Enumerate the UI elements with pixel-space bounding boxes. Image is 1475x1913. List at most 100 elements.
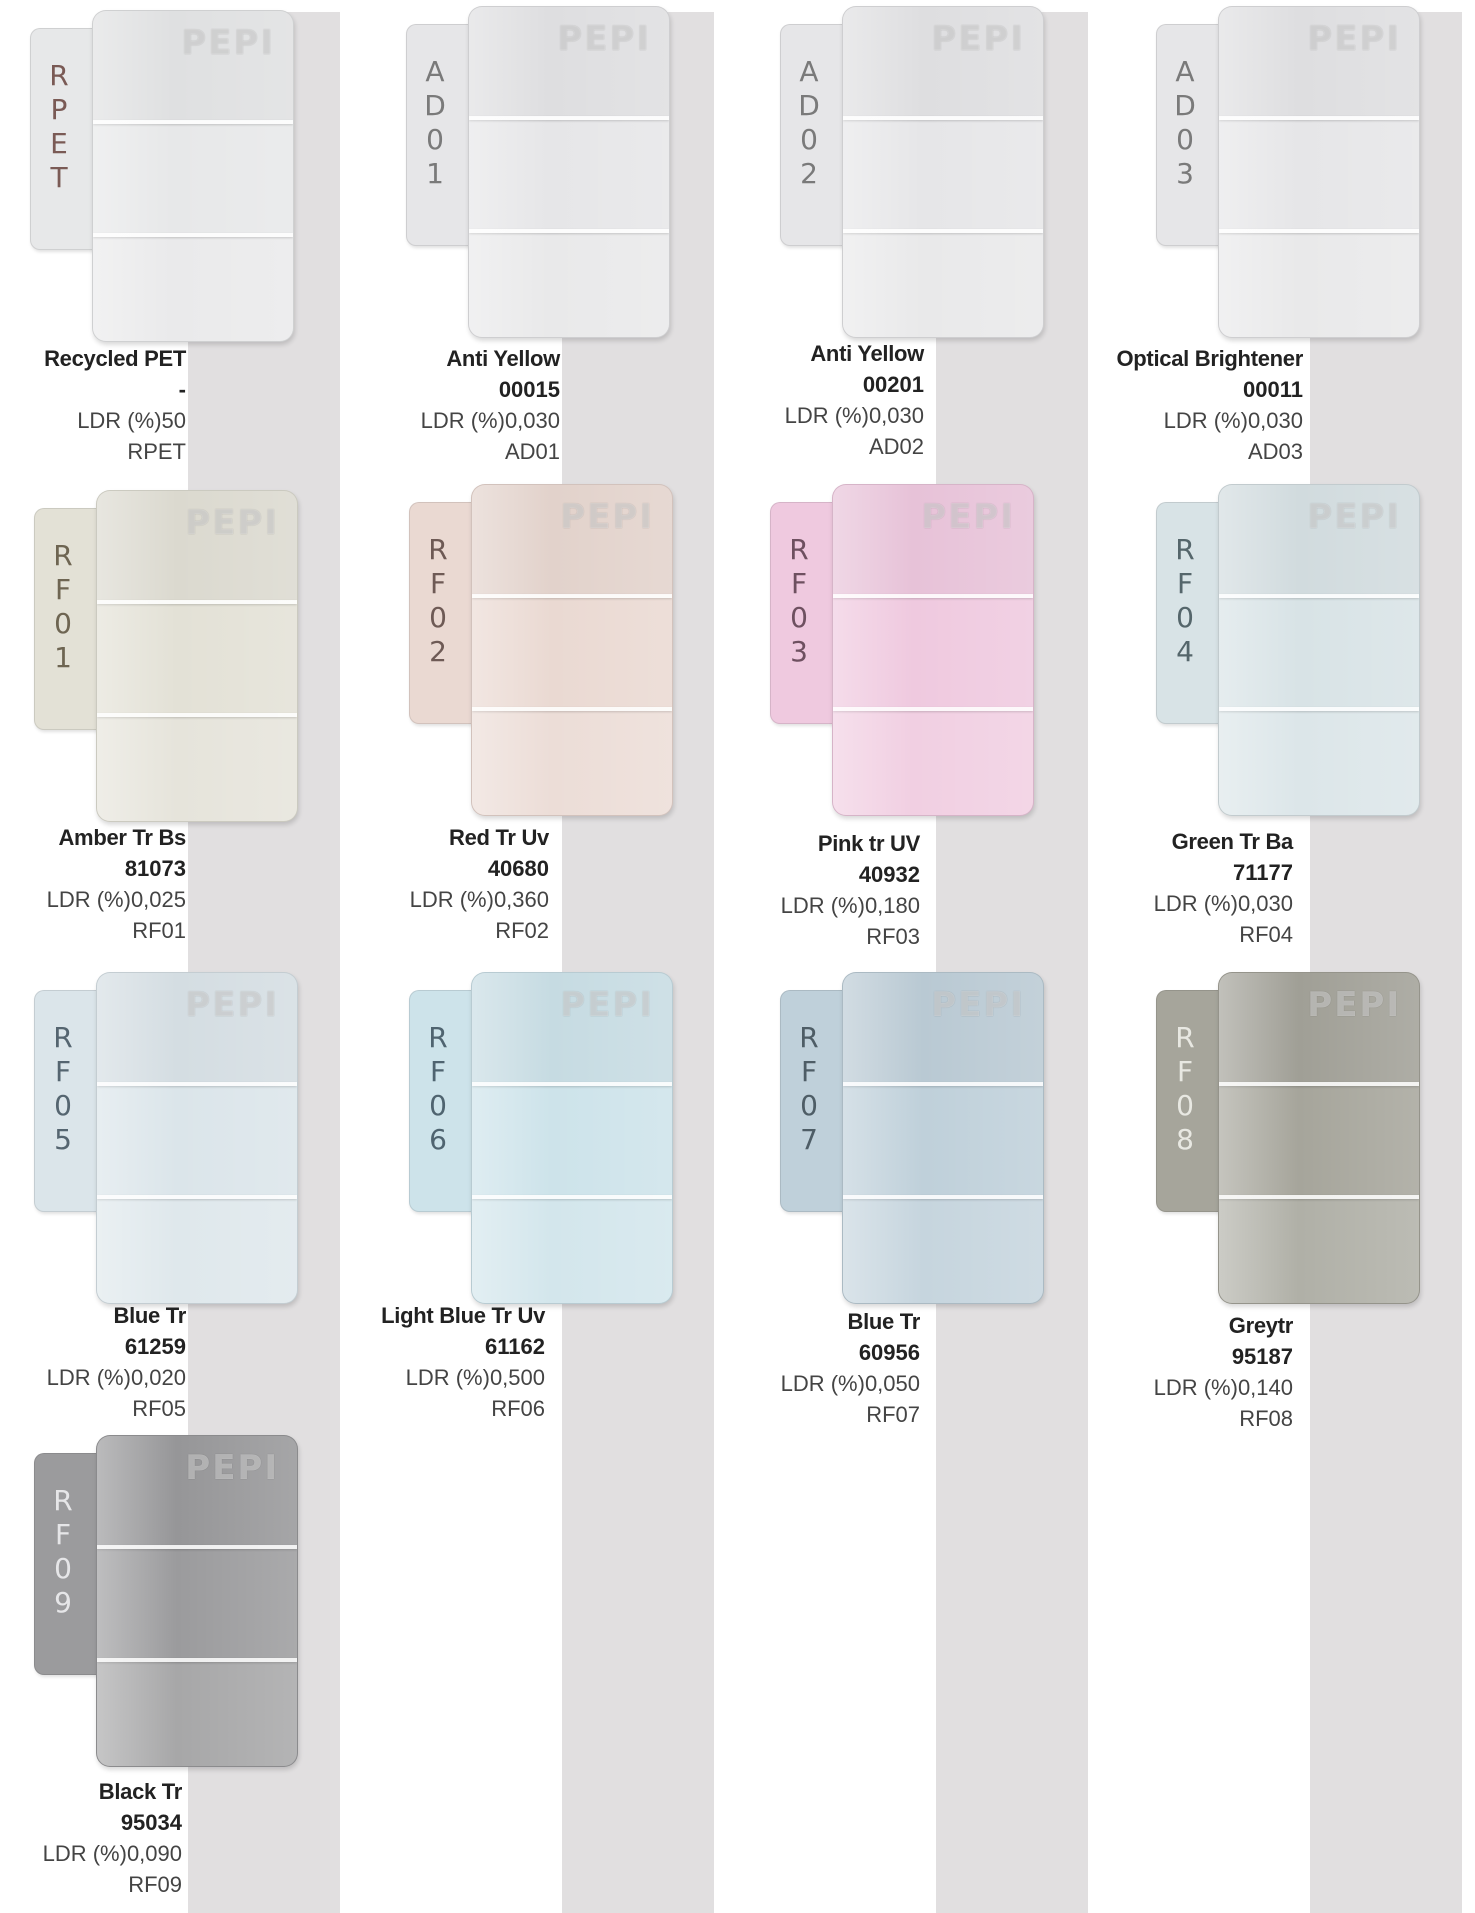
step-ridge: [1219, 1195, 1419, 1199]
sample-reference: RF09: [128, 1872, 182, 1897]
step-ridge: [843, 229, 1043, 233]
tab-letter: D: [1174, 89, 1196, 122]
plaque-sheen: [97, 491, 297, 821]
plaque-sheen: [472, 485, 672, 815]
sample-plaque: PEPI: [96, 490, 298, 822]
sample-ldr: LDR (%)0,360: [409, 887, 549, 912]
sample-reference: RF07: [866, 1402, 920, 1427]
tab-letter: 1: [54, 641, 72, 674]
tab-letter: 0: [800, 1089, 818, 1122]
step-ridge: [472, 1082, 672, 1086]
sample-plaque: PEPI: [1218, 6, 1420, 338]
plaque-sheen: [97, 973, 297, 1303]
tab-letter: F: [429, 567, 447, 600]
sample-swatch: A D 0 3 PEPI: [1156, 6, 1426, 341]
step-ridge: [97, 1545, 297, 1549]
sample-swatch: R P E T PEPI: [30, 10, 300, 345]
sample-caption: Greytr 95187 LDR (%)0,140 RF08: [1080, 1310, 1294, 1434]
tab-letter: 0: [54, 607, 72, 640]
tab-letter: 0: [1176, 1089, 1194, 1122]
sample-reference: RPET: [127, 439, 186, 464]
sample-code: 60956: [858, 1340, 920, 1365]
sample-name: Green Tr Ba: [1171, 829, 1294, 854]
sample-plaque: PEPI: [468, 6, 670, 338]
thickness-step: [97, 1199, 297, 1303]
plaque-sheen: [1219, 973, 1419, 1303]
sample-swatch: R F 0 1 PEPI: [34, 490, 304, 825]
tab-letter: 0: [54, 1089, 72, 1122]
step-ridge: [469, 229, 669, 233]
sample-swatch: R F 0 4 PEPI: [1156, 484, 1426, 819]
plaque-sheen: [469, 7, 669, 337]
pepi-logo-emboss: PEPI: [557, 19, 651, 59]
tab-letter: A: [1175, 55, 1195, 88]
sample-name: Amber Tr Bs: [58, 825, 186, 850]
tab-letter: 0: [1176, 123, 1194, 156]
sample-name: Pink tr UV: [817, 831, 920, 856]
tab-letter: 3: [1176, 157, 1194, 190]
sample-plaque: PEPI: [96, 1435, 298, 1767]
sample-ldr: LDR (%)0,030: [1153, 891, 1293, 916]
sample-ldr: LDR (%)0,020: [46, 1365, 186, 1390]
sample-ldr: LDR (%)0,030: [784, 403, 924, 428]
step-ridge: [472, 1195, 672, 1199]
sample-reference: RF02: [495, 918, 549, 943]
sample-reference: RF08: [1239, 1406, 1293, 1431]
tab-letter: 6: [429, 1123, 447, 1156]
sample-plaque: PEPI: [92, 10, 294, 342]
sample-ldr: LDR (%)0,140: [1153, 1375, 1293, 1400]
pepi-logo-emboss: PEPI: [185, 985, 279, 1025]
step-ridge: [833, 594, 1033, 598]
thickness-step: [1219, 711, 1419, 815]
thickness-step: [833, 711, 1033, 815]
tab-letter: 7: [800, 1123, 818, 1156]
sample-plaque: PEPI: [471, 972, 673, 1304]
pepi-logo-emboss: PEPI: [1307, 19, 1401, 59]
tab-letter: R: [53, 539, 73, 572]
pepi-logo-emboss: PEPI: [931, 19, 1025, 59]
plaque-sheen: [93, 11, 293, 341]
thickness-step: [469, 233, 669, 337]
tab-letter: P: [50, 93, 68, 126]
sample-plaque: PEPI: [1218, 484, 1420, 816]
sample-code: 40680: [487, 856, 549, 881]
sample-ldr: LDR (%)0,500: [405, 1365, 545, 1390]
sample-ldr: LDR (%)0,030: [420, 408, 560, 433]
sample-ldr: LDR (%)0,050: [780, 1371, 920, 1396]
tab-letter: 4: [1176, 635, 1194, 668]
tab-letter: D: [798, 89, 820, 122]
pepi-logo-emboss: PEPI: [560, 985, 654, 1025]
step-ridge: [469, 116, 669, 120]
sample-name: Greytr: [1228, 1313, 1294, 1338]
sample-plaque: PEPI: [471, 484, 673, 816]
step-ridge: [1219, 594, 1419, 598]
tab-letter: A: [425, 55, 445, 88]
plaque-sheen: [97, 1436, 297, 1766]
sample-plaque: PEPI: [1218, 972, 1420, 1304]
sample-plaque: PEPI: [96, 972, 298, 1304]
pepi-logo-emboss: PEPI: [1307, 497, 1401, 537]
sample-swatch: R F 0 8 PEPI: [1156, 972, 1426, 1307]
tab-letter: D: [424, 89, 446, 122]
sample-caption: Blue Tr 61259 LDR (%)0,020 RF05: [0, 1300, 187, 1424]
tab-letter: F: [1176, 1055, 1194, 1088]
tab-letter: 0: [429, 1089, 447, 1122]
step-ridge: [833, 707, 1033, 711]
sample-caption: Optical Brightener 00011 LDR (%)0,030 AD03: [1080, 343, 1303, 467]
sample-reference: AD02: [868, 434, 924, 459]
sample-reference: RF05: [132, 1396, 186, 1421]
tab-letter: 0: [1176, 601, 1194, 634]
sample-plaque: PEPI: [842, 6, 1044, 338]
tab-letter: F: [1176, 567, 1194, 600]
sample-code: -: [178, 377, 186, 402]
plaque-sheen: [1219, 485, 1419, 815]
sample-caption: Anti Yellow 00015 LDR (%)0,030 AD01: [340, 343, 561, 467]
pepi-logo-emboss: PEPI: [185, 503, 279, 543]
sample-caption: Light Blue Tr Uv 61162 LDR (%)0,500 RF06: [340, 1300, 545, 1424]
